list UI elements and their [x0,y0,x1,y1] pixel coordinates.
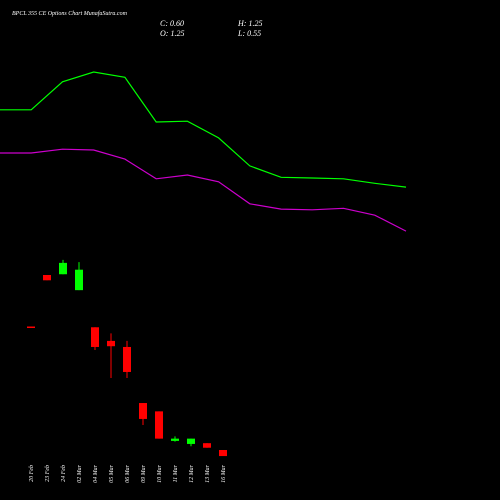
candle-body [59,262,67,275]
x-tick-label: 11 Mar [173,464,179,482]
low-stat: L: 0.55 [237,29,261,38]
candle-body [219,450,227,457]
candle-body [155,411,163,439]
high-stat: H: 1.25 [237,19,262,28]
candle-body [107,340,115,347]
x-tick-label: 16 Mar [221,464,227,482]
x-tick-label: 04 Mar [92,464,99,482]
x-tick-label: 24 Feb [60,465,67,482]
candle-body [91,327,99,347]
candle-body [27,326,35,329]
x-tick-label: 05 Mar [109,464,115,482]
average-line [0,148,407,232]
x-tick-label: 10 Mar [157,464,163,482]
x-tick-label: 09 Mar [141,464,147,482]
candle-body [43,275,51,281]
candle-body [75,269,83,291]
x-tick-label: 12 Mar [189,464,195,482]
candle-body [123,346,131,372]
x-tick-label: 13 Mar [205,464,211,482]
x-tick-label: 23 Feb [45,465,51,482]
x-tick-label: 02 Mar [77,464,83,482]
x-tick-label: 06 Mar [125,464,131,482]
close-stat: C: 0.60 [160,19,184,28]
average-line [0,71,407,188]
open-stat: O: 1.25 [160,29,184,38]
candle-body [171,438,179,441]
candle-body [187,438,195,444]
candle-body [139,403,147,419]
x-tick-label: 20 Feb [29,465,35,482]
chart-title: BPCL 355 CE Options Chart MunafaSutra.co… [12,10,128,17]
candle-body [203,443,211,448]
